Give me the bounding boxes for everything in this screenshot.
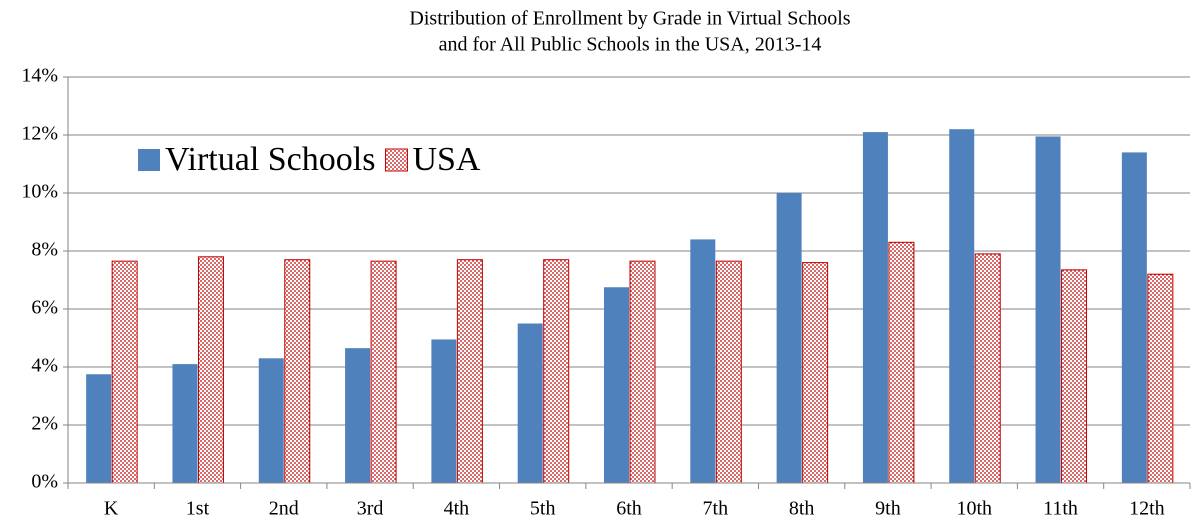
x-tick-label: 12th <box>1129 498 1165 520</box>
bar <box>284 259 311 484</box>
bar <box>111 260 138 484</box>
x-tick-label: 10th <box>956 498 992 520</box>
y-tick-label: 6% <box>31 297 58 319</box>
y-tick-label: 12% <box>21 123 58 145</box>
x-tick-label: 8th <box>789 498 815 520</box>
x-tick-label: 3rd <box>357 498 384 520</box>
bar <box>86 374 112 483</box>
legend-label: USA <box>412 141 480 178</box>
bar <box>431 339 457 483</box>
x-tick-label: 4th <box>444 498 470 520</box>
bar <box>258 358 284 483</box>
bar <box>802 262 829 484</box>
bar <box>888 241 915 484</box>
bar <box>370 260 397 484</box>
bar <box>345 348 371 483</box>
y-tick-label: 4% <box>31 355 58 377</box>
x-tick-label: 9th <box>875 498 901 520</box>
bar <box>776 193 802 483</box>
bar <box>974 253 1001 484</box>
bar <box>543 259 570 484</box>
bar <box>715 260 742 484</box>
x-tick-label: 6th <box>616 498 642 520</box>
x-tick-label: 2nd <box>269 498 299 520</box>
bar <box>1121 152 1147 483</box>
chart-title: Distribution of Enrollment by Grade in V… <box>409 8 850 30</box>
y-tick-label: 14% <box>21 65 58 87</box>
y-tick-label: 8% <box>31 239 58 261</box>
x-tick-label: 5th <box>530 498 556 520</box>
y-tick-label: 0% <box>31 471 58 493</box>
y-tick-label: 2% <box>31 413 58 435</box>
legend-swatch <box>138 149 160 171</box>
bar <box>1061 269 1088 484</box>
x-tick-label: 11th <box>1043 498 1078 520</box>
bar <box>690 239 716 483</box>
bar <box>949 129 975 483</box>
bar <box>862 132 888 483</box>
y-tick-label: 10% <box>21 181 58 203</box>
legend-label: Virtual Schools <box>165 141 375 178</box>
x-tick-label: 7th <box>703 498 729 520</box>
x-tick-label: 1st <box>186 498 210 520</box>
legend-swatch <box>384 148 408 172</box>
chart-title: and for All Public Schools in the USA, 2… <box>439 34 822 56</box>
bar <box>1147 273 1174 484</box>
bar <box>1035 136 1061 483</box>
x-tick-label: K <box>104 498 119 520</box>
bar <box>629 260 656 484</box>
bar <box>197 256 224 484</box>
bar <box>172 364 198 483</box>
bar <box>456 259 483 484</box>
bar <box>604 287 629 483</box>
bar <box>517 323 543 483</box>
